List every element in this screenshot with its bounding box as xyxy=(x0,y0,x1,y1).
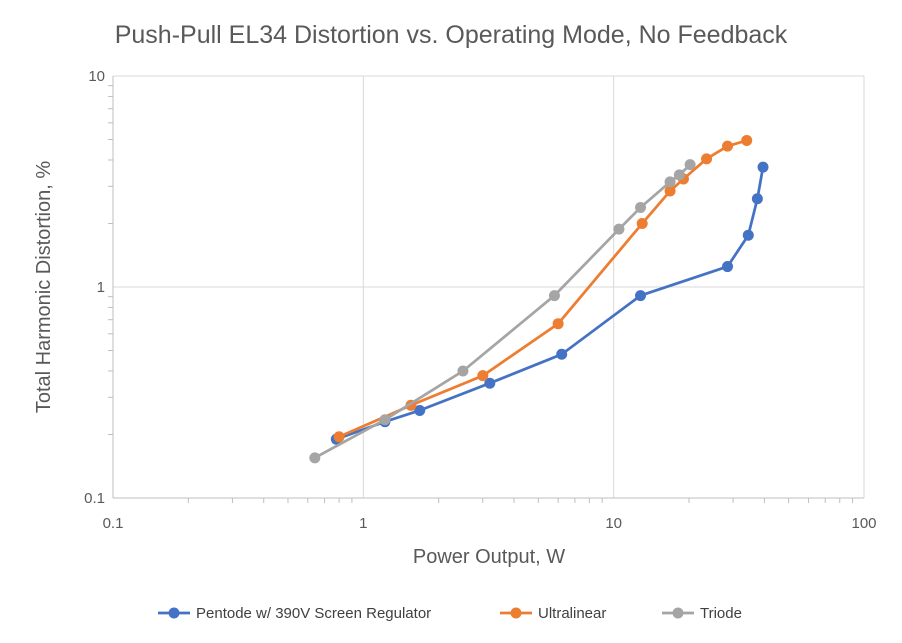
y-tick-label: 0.1 xyxy=(84,490,105,507)
data-point xyxy=(751,193,763,205)
data-point xyxy=(701,153,713,165)
y-axis-title: Total Harmonic Distortion, % xyxy=(33,161,55,414)
x-tick-label: 0.1 xyxy=(103,515,124,532)
series-triode xyxy=(309,159,696,464)
data-point xyxy=(477,370,489,382)
legend-item: Triode xyxy=(662,605,742,622)
data-point xyxy=(613,223,625,235)
y-tick-label: 10 xyxy=(88,68,105,85)
data-point xyxy=(722,261,734,273)
data-point xyxy=(457,365,469,377)
data-point xyxy=(635,290,647,302)
series-ultralinear xyxy=(333,134,753,443)
series-line xyxy=(314,163,692,460)
x-axis-title: Power Output, W xyxy=(413,546,565,568)
data-point xyxy=(635,202,647,214)
data-point xyxy=(552,318,564,330)
series-layer xyxy=(309,134,769,464)
x-tick-label: 100 xyxy=(851,515,876,532)
data-point xyxy=(548,290,560,302)
axes xyxy=(108,76,864,503)
y-tick-label: 1 xyxy=(97,279,105,296)
legend-item: Ultralinear xyxy=(500,605,606,622)
x-tick-labels: 0.1 1 10 100 xyxy=(103,515,877,532)
series-line xyxy=(335,166,765,441)
data-point xyxy=(664,185,676,197)
data-point xyxy=(741,134,753,146)
data-point xyxy=(636,217,648,229)
legend: Pentode w/ 390V Screen Regulator Ultralin… xyxy=(158,605,742,622)
data-point xyxy=(484,377,496,389)
legend-label: Triode xyxy=(700,605,742,622)
data-point xyxy=(664,176,676,188)
legend-label: Pentode w/ 390V Screen Regulator xyxy=(196,605,431,622)
legend-marker xyxy=(510,607,522,619)
data-point xyxy=(309,452,321,464)
data-point xyxy=(684,159,696,171)
legend-item: Pentode w/ 390V Screen Regulator xyxy=(158,605,431,622)
x-tick-label: 1 xyxy=(359,515,367,532)
data-point xyxy=(556,348,568,360)
x-tick-label: 10 xyxy=(605,515,622,532)
data-point xyxy=(379,414,391,426)
data-point xyxy=(757,161,769,173)
chart-title: Push-Pull EL34 Distortion vs. Operating … xyxy=(115,21,788,49)
y-tick-labels: 0.1 1 10 xyxy=(84,68,105,507)
data-point xyxy=(673,169,685,181)
legend-marker xyxy=(168,607,180,619)
series-line xyxy=(338,139,748,439)
data-point xyxy=(742,229,754,241)
legend-label: Ultralinear xyxy=(538,605,606,622)
data-point xyxy=(414,404,426,416)
data-point xyxy=(333,431,345,443)
legend-marker xyxy=(672,607,684,619)
data-point xyxy=(722,140,734,152)
series-pentode-w-390v-screen-regulator xyxy=(330,161,769,445)
